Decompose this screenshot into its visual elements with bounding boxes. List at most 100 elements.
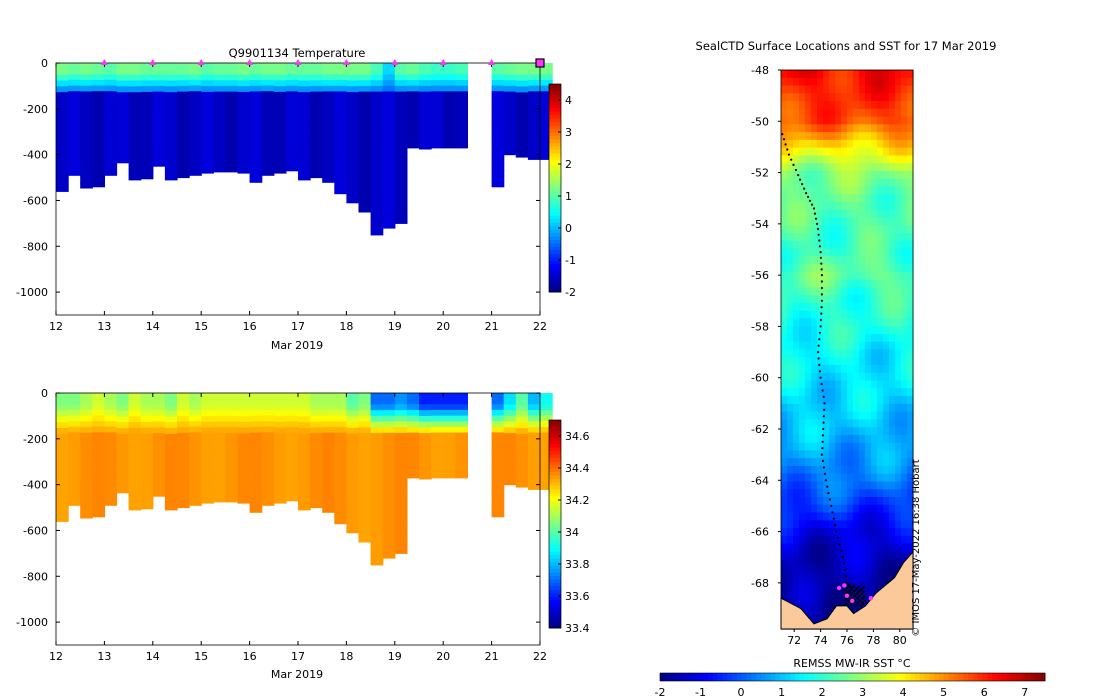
sst-cell [805,349,812,358]
sst-cell [883,466,890,475]
profile-cell [225,484,239,491]
sst-cell [781,403,788,413]
sst-cell [799,77,806,87]
sst-cell [823,535,830,545]
sst-cell [805,194,812,203]
sst-colorbar-swatch [900,673,906,681]
sst-cell [805,124,812,133]
sst-cell [841,264,848,273]
sst-cell [865,70,872,79]
sst-colorbar-tick-label: -2 [655,686,666,699]
colorbar-swatch [549,437,561,442]
sst-cell [877,481,884,490]
sst-cell [835,155,842,164]
sst-cell [841,450,848,459]
sst-colorbar-swatch [717,673,724,681]
profile-cell [152,74,166,81]
profile-cell [213,80,226,87]
profile-cell [455,410,468,417]
map-y-tick-label: -58 [751,320,769,333]
sst-cell [805,535,812,545]
sst-cell [871,380,878,389]
colorbar-swatch [549,240,561,244]
profile-cell [213,91,226,98]
sst-cell [871,85,878,94]
sst-cell [835,108,842,118]
track-point [863,600,867,603]
sst-cell [805,240,812,250]
sst-cell [847,497,854,506]
sst-cell [811,512,818,521]
sst-cell [859,271,866,281]
profile-cell [213,166,226,173]
sst-cell [829,302,836,312]
colorbar-swatch [549,108,561,113]
profile-cell [358,461,372,468]
sst-cell [859,481,866,490]
x-tick-label: 22 [533,320,547,333]
map-y-tick-label: -60 [751,372,769,385]
sst-cell [835,543,842,552]
profile-cell [104,460,118,467]
sst-cell [889,271,896,281]
colorbar-swatch [549,139,561,144]
profile-cell [394,467,408,474]
profile-cell [431,63,444,70]
profile-cell [273,491,287,498]
profile-cell [431,85,444,92]
sst-cell [871,481,878,490]
sst-cell [817,512,824,521]
sst-cell [907,481,914,490]
sst-cell [865,434,872,444]
profile-cell [56,509,69,516]
sst-cell [859,77,866,87]
sst-cell [883,310,890,320]
colorbar-swatch [549,212,561,217]
profile-cell [189,426,202,433]
colorbar-swatch [549,205,561,210]
profile-cell [358,404,372,411]
colorbar-swatch [549,132,561,137]
profile-cell [225,80,239,87]
profile-cell [346,92,360,99]
sst-cell [901,217,908,226]
profile-cell [116,480,130,488]
sst-cell [817,434,824,444]
profile-cell [431,421,444,428]
profile-cell [249,444,263,451]
sst-cell [823,178,830,188]
profile-cell [322,74,335,81]
profile-cell [346,422,360,429]
sst-cell [841,240,848,250]
x-tick-label: 15 [194,320,208,333]
profile-cell [394,189,408,196]
sst-cell [889,217,896,226]
profile-cell [382,489,396,496]
sst-cell [901,186,908,195]
profile-cell [346,427,360,435]
track-point [818,338,821,341]
sst-cell [823,77,830,87]
profile-cell [322,153,335,161]
colorbar-swatch [549,219,561,224]
profile-cell [431,460,444,468]
profile-cell [431,393,444,400]
profile-cell [540,460,553,468]
sst-cell [889,178,896,188]
sst-cell [781,186,788,195]
sst-cell [823,93,830,102]
sst-cell [871,163,878,172]
sst-cell [853,93,860,102]
sst-cell [829,411,836,420]
sst-cell [895,512,902,521]
profile-cell [140,393,154,400]
sst-cell [901,93,908,102]
colorbar-swatch [549,503,561,508]
profile-cell [394,194,408,201]
profile-cell [443,63,456,70]
profile-cell [382,535,396,542]
sst-cell [841,528,848,537]
sst-cell [907,497,914,506]
sst-cell [835,434,842,444]
sst-map-field [780,70,914,630]
